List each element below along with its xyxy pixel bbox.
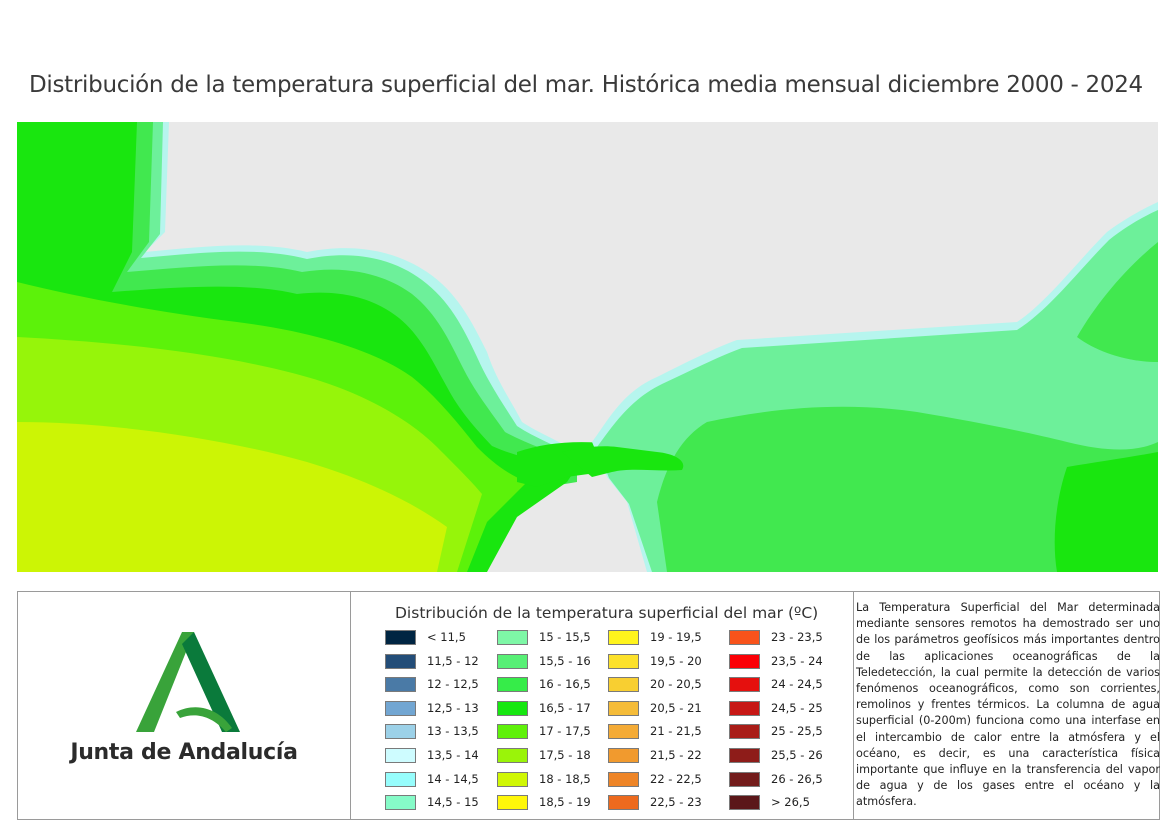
legend-label: 13 - 13,5 [427, 724, 479, 739]
legend-label: 21 - 21,5 [650, 724, 702, 739]
legend-label: 25,5 - 26 [771, 747, 823, 762]
legend-swatch [608, 747, 639, 763]
legend-label: 15,5 - 16 [539, 653, 591, 668]
legend-label: 18,5 - 19 [539, 795, 591, 810]
legend-swatch [608, 700, 639, 716]
sea-zone-mediterranean-16b [1077, 242, 1158, 362]
junta-andalucia-logo-icon [136, 632, 240, 732]
sea-temperature-map [17, 122, 1158, 572]
legend-label: 19 - 19,5 [650, 630, 702, 644]
legend-label: 12 - 12,5 [427, 677, 479, 692]
legend-label: 23 - 23,5 [771, 630, 823, 644]
legend-swatch [385, 677, 416, 693]
logo-right-stroke [182, 632, 240, 732]
legend-swatch [729, 653, 760, 669]
legend-label: 14,5 - 15 [427, 795, 479, 810]
legend-swatch [608, 677, 639, 693]
legend-label: 20,5 - 21 [650, 700, 702, 715]
legend-swatch [608, 653, 639, 669]
logo-box: Junta de Andalucía [18, 592, 351, 819]
legend-label: 13,5 - 14 [427, 747, 479, 762]
legend-swatch [729, 795, 760, 811]
legend-label: 16,5 - 17 [539, 700, 591, 715]
legend-swatch [497, 747, 528, 763]
legend-swatch [385, 630, 416, 645]
legend-title: Distribución de la temperatura superfici… [395, 604, 819, 622]
legend-label: 16 - 16,5 [539, 677, 591, 692]
legend-swatch [385, 653, 416, 669]
info-panel: Junta de Andalucía Distribución de la te… [17, 591, 1160, 820]
page-title: Distribución de la temperatura superfici… [29, 72, 1143, 98]
description-text: La Temperatura Superficial del Mar deter… [856, 601, 1160, 809]
legend-label: 22,5 - 23 [650, 795, 702, 810]
legend-swatch [385, 771, 416, 787]
legend-label: 26 - 26,5 [771, 771, 823, 786]
legend-swatch [497, 653, 528, 669]
legend-label: 25 - 25,5 [771, 724, 823, 739]
legend-label: 21,5 - 22 [650, 747, 702, 762]
sea-zone-strait-16-5 [562, 446, 684, 477]
legend-swatch [385, 724, 416, 740]
legend-label: 24,5 - 25 [771, 700, 823, 715]
legend-swatch [497, 771, 528, 787]
legend-swatch [497, 630, 528, 645]
sea-zone-mediterranean-16-5 [1054, 452, 1158, 572]
legend-label: 24 - 24,5 [771, 677, 823, 692]
legend-swatch [729, 747, 760, 763]
legend-swatch [729, 724, 760, 740]
sea-zone-atlantic-18 [17, 422, 447, 572]
legend-swatch [729, 771, 760, 787]
legend-swatch [608, 771, 639, 787]
legend-label: 17,5 - 18 [539, 747, 591, 762]
legend-label: < 11,5 [427, 630, 466, 644]
legend-swatch [497, 700, 528, 716]
legend-label: 15 - 15,5 [539, 630, 591, 644]
legend-label: 12,5 - 13 [427, 700, 479, 715]
legend-swatch [729, 677, 760, 693]
legend-swatch [608, 795, 639, 811]
legend-swatch [497, 677, 528, 693]
legend-swatch [729, 630, 760, 645]
legend-swatch [497, 724, 528, 740]
sea-zone-mediterranean-16 [657, 406, 1158, 572]
legend-label: 14 - 14,5 [427, 771, 479, 786]
legend-swatch [497, 795, 528, 811]
map-canvas [17, 122, 1158, 572]
legend-label: 20 - 20,5 [650, 677, 702, 692]
logo-text: Junta de Andalucía [70, 740, 298, 765]
legend-swatch [385, 747, 416, 763]
legend-label: 17 - 17,5 [539, 724, 591, 739]
legend-label: 22 - 22,5 [650, 771, 702, 786]
legend: Distribución de la temperatura superfici… [351, 592, 854, 819]
legend-label: > 26,5 [771, 795, 810, 810]
legend-swatch [385, 795, 416, 811]
legend-swatch [729, 700, 760, 716]
legend-swatch [608, 724, 639, 740]
logo-left-stroke [136, 632, 194, 732]
legend-label: 11,5 - 12 [427, 653, 479, 668]
legend-label: 18 - 18,5 [539, 771, 591, 786]
logo-swoosh [176, 707, 232, 732]
legend-label: 23,5 - 24 [771, 653, 823, 668]
legend-swatch [385, 700, 416, 716]
legend-label: 19,5 - 20 [650, 653, 702, 668]
legend-swatch [608, 630, 639, 645]
